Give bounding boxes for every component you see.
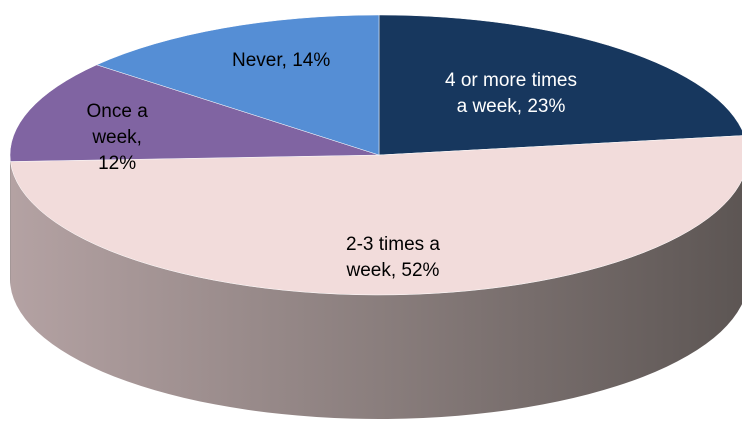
pie-slice-label: 2-3 times a week, 52% [346,234,440,281]
pie-slice [378,14,742,156]
pie-slice-label: Once a week, 12% [86,101,148,174]
pie-slice [10,135,742,296]
pie-slice-side [10,161,742,419]
pie-slice-label: 4 or more times a week, 23% [445,70,577,117]
pie-slice-label: Never, 14% [232,50,331,71]
pie-slice [9,64,380,162]
pie-slice [96,14,380,156]
